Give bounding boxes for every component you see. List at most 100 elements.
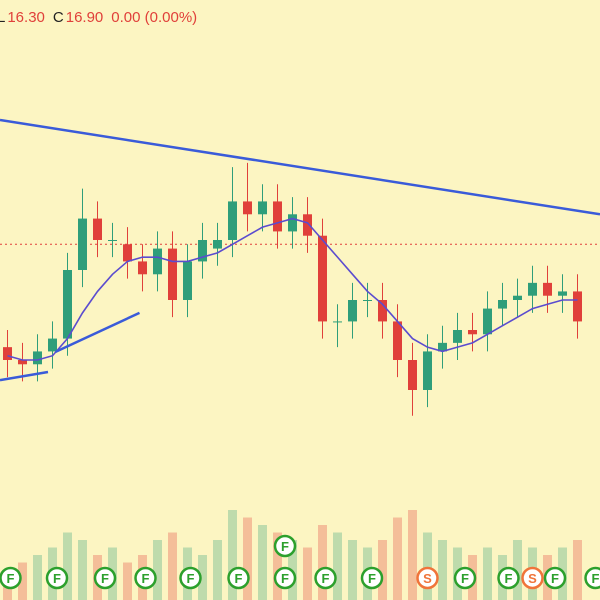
candle-body: [318, 235, 327, 322]
volume-bar: [393, 517, 402, 600]
volume-bar: [78, 540, 87, 600]
candle-body: [483, 308, 492, 335]
candle-body: [333, 321, 342, 323]
candle-body: [153, 248, 162, 275]
event-marker[interactable]: [134, 566, 157, 590]
event-marker-label: F: [101, 571, 109, 586]
event-marker[interactable]: [521, 566, 544, 590]
candle-body: [183, 261, 192, 300]
volume-bar: [63, 532, 72, 600]
event-marker[interactable]: [179, 566, 202, 590]
candle-body: [168, 248, 177, 300]
volume-bar: [258, 525, 267, 600]
event-marker[interactable]: [416, 566, 439, 590]
candle-body: [423, 351, 432, 390]
candle-body: [3, 347, 12, 360]
event-marker[interactable]: [227, 566, 250, 590]
change-value: 0.00 (0.00%): [111, 9, 198, 26]
volume-bar: [228, 510, 237, 600]
event-marker[interactable]: [93, 566, 117, 590]
candle-body: [258, 201, 267, 215]
ohlc-header: L 16.30 C 16.90 0.00 (0.00%): [0, 9, 205, 26]
event-marker-label: F: [187, 571, 195, 586]
candle-body: [408, 360, 417, 390]
candle-body: [243, 201, 252, 215]
event-marker[interactable]: [453, 566, 477, 590]
volume-bar: [573, 540, 582, 600]
candle-body: [348, 300, 357, 322]
volume-bar: [333, 532, 342, 600]
close-label: C: [52, 9, 64, 26]
low-value: 16.30: [7, 9, 45, 26]
event-marker[interactable]: [497, 566, 520, 590]
candle-body: [228, 201, 237, 240]
volume-bar: [153, 540, 162, 600]
event-marker-label: S: [528, 571, 537, 586]
low-label: L: [0, 9, 6, 26]
event-marker-label: F: [7, 571, 15, 586]
event-marker[interactable]: [543, 566, 567, 590]
event-marker-label: F: [322, 571, 330, 586]
event-marker[interactable]: [314, 566, 337, 590]
volume-bar: [168, 532, 177, 600]
candle-body: [138, 261, 147, 275]
candle-body: [468, 330, 477, 335]
event-marker-label: F: [235, 571, 243, 586]
candle-body: [528, 282, 537, 296]
candle-body: [63, 270, 72, 339]
event-marker-label: F: [592, 571, 600, 586]
event-marker-label: F: [142, 571, 150, 586]
volume-bar: [483, 547, 492, 600]
event-marker-label: F: [281, 571, 289, 586]
event-marker[interactable]: [0, 566, 22, 590]
candle-body: [438, 342, 447, 352]
trend-line: [0, 118, 600, 216]
volume-bar: [33, 555, 42, 600]
event-marker-label: F: [461, 571, 469, 586]
close-value: 16.90: [65, 9, 104, 26]
candle-body: [288, 214, 297, 232]
candle-body: [513, 295, 522, 300]
volume-bar: [438, 540, 447, 600]
volume-bar: [198, 555, 207, 600]
candle-body: [198, 240, 207, 262]
event-marker-label: S: [423, 571, 432, 586]
trend-line: [0, 370, 49, 382]
volume-bar: [408, 510, 417, 600]
event-marker[interactable]: [273, 534, 297, 558]
event-marker[interactable]: [273, 566, 297, 590]
volume-bar: [273, 532, 282, 600]
candle-body: [498, 300, 507, 309]
volume-bar: [123, 562, 132, 600]
candle-body: [558, 291, 567, 296]
candle-body: [303, 214, 312, 236]
event-marker-label: F: [53, 571, 61, 586]
candle-body: [213, 240, 222, 249]
volume-bar: [243, 517, 252, 600]
trend-line: [54, 311, 141, 353]
event-marker-label: F: [368, 571, 376, 586]
candle-body: [93, 218, 102, 240]
candle-body: [123, 244, 132, 262]
event-marker-label: F: [551, 571, 559, 586]
moving-average: [7, 217, 578, 361]
event-marker[interactable]: [45, 566, 69, 590]
candle-body: [573, 291, 582, 322]
volume-bar: [303, 547, 312, 600]
candle-body: [108, 240, 117, 241]
volume-bar: [318, 525, 327, 600]
candle-body: [378, 300, 387, 322]
candle-body: [273, 201, 282, 232]
candle-body: [78, 218, 87, 270]
event-marker[interactable]: [360, 566, 384, 590]
candle-body: [393, 321, 402, 360]
event-marker-label: F: [281, 539, 289, 554]
volume-bar: [348, 540, 357, 600]
event-marker[interactable]: [584, 566, 600, 590]
candle-body: [363, 300, 372, 301]
volume-bar: [513, 540, 522, 600]
volume-bar: [378, 540, 387, 600]
candle-body: [33, 351, 42, 365]
